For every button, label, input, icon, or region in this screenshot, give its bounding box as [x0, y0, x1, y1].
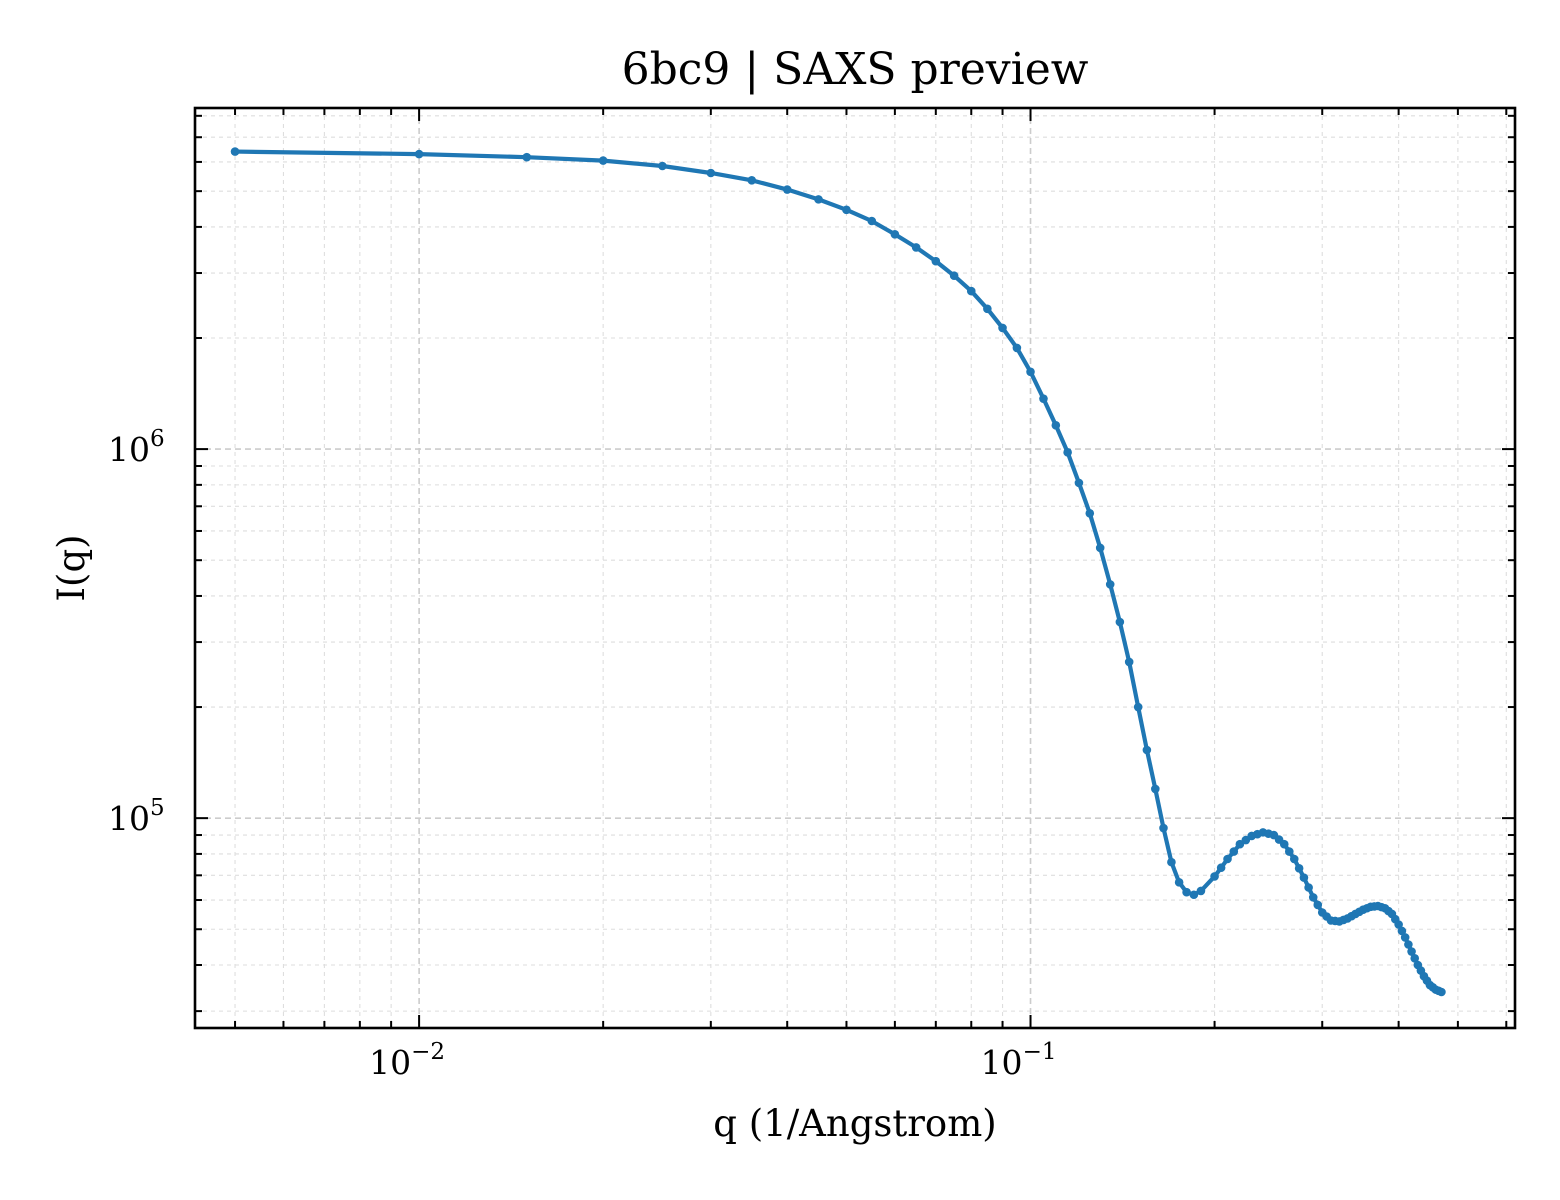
data-point [1404, 940, 1413, 949]
data-point [1279, 839, 1289, 849]
data-point [949, 271, 959, 281]
data-point [814, 195, 823, 204]
major-gridlines [195, 108, 1515, 1028]
data-point [1397, 926, 1407, 936]
data-point [1294, 864, 1304, 873]
data-point [1074, 478, 1084, 488]
data-point [1133, 702, 1143, 712]
data-point [931, 256, 941, 266]
data-point [1085, 508, 1095, 518]
data-point [1407, 947, 1416, 956]
x-tick-labels: 10−2 10−1 [369, 1039, 1056, 1082]
data-point [1182, 887, 1191, 897]
series-points [230, 147, 1446, 997]
data-point [1174, 878, 1184, 887]
x-axis-label: q (1/Angstrom) [713, 1102, 996, 1145]
data-point [598, 156, 608, 165]
data-point [1151, 784, 1160, 794]
data-point [911, 243, 921, 252]
data-point [1410, 953, 1420, 963]
data-point [1063, 448, 1072, 457]
data-point [890, 229, 900, 239]
data-point [1235, 839, 1245, 849]
data-point [1304, 883, 1313, 892]
x-tick-label: 10−1 [981, 1039, 1057, 1082]
data-point [1289, 854, 1299, 864]
data-point [706, 168, 716, 178]
data-point [1142, 745, 1152, 755]
data-point [1124, 657, 1134, 667]
series-group [230, 147, 1446, 997]
data-point [1400, 933, 1410, 942]
data-point [1299, 873, 1309, 882]
data-point [1223, 854, 1232, 864]
data-point [1285, 847, 1294, 856]
data-point [1159, 823, 1168, 833]
y-tick-labels: 105 106 [108, 426, 165, 838]
minor-gridlines [195, 108, 1515, 1028]
data-point [966, 286, 976, 296]
y-tick-label: 105 [108, 795, 165, 838]
data-point [782, 185, 792, 194]
data-point [983, 304, 992, 314]
y-axis-label: I(q) [50, 534, 93, 601]
data-point [1039, 394, 1048, 403]
data-point [1196, 886, 1206, 896]
data-point [1437, 987, 1446, 997]
plot-frame [193, 106, 1517, 1030]
data-point [1026, 367, 1035, 377]
data-point [1189, 890, 1199, 900]
chart-title: 6bc9 | SAXS preview [622, 44, 1089, 95]
data-point [1308, 893, 1318, 902]
data-point [1394, 920, 1403, 929]
data-point [658, 161, 667, 171]
data-point [1210, 872, 1219, 881]
data-point [1095, 543, 1105, 553]
data-point [1012, 343, 1022, 353]
data-point [1216, 863, 1226, 873]
data-point [230, 147, 240, 156]
data-point [414, 149, 424, 159]
data-point [522, 152, 532, 162]
data-point [998, 323, 1007, 333]
x-tick-label: 10−2 [369, 1039, 445, 1082]
data-point [1105, 580, 1115, 589]
y-tick-label: 106 [108, 426, 165, 469]
data-point [1167, 857, 1176, 867]
data-point [1229, 847, 1239, 856]
data-point [842, 205, 851, 215]
data-point [1115, 617, 1125, 627]
data-point [1051, 421, 1061, 430]
data-point [747, 176, 757, 185]
data-point [867, 216, 877, 226]
data-point [1313, 900, 1323, 910]
